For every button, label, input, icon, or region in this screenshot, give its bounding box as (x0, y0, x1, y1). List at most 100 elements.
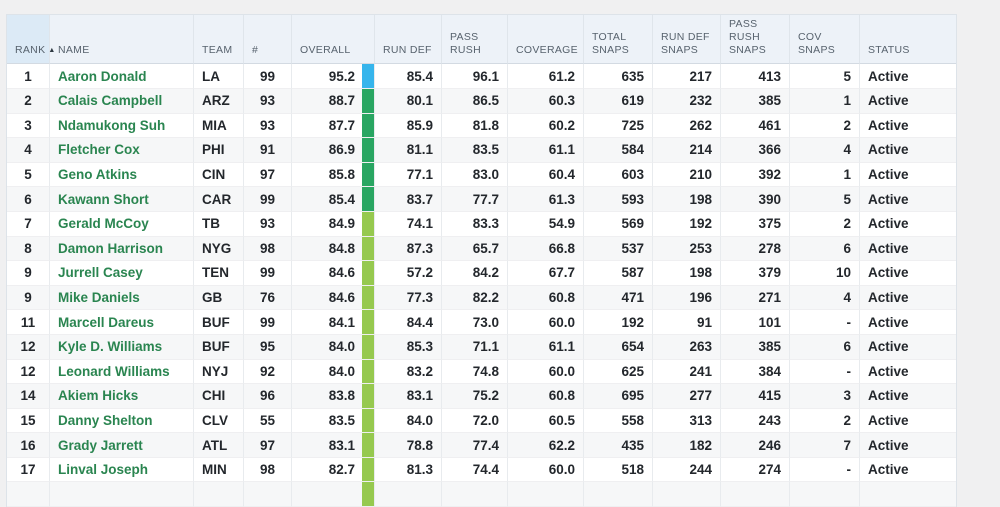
cell-name (49, 482, 193, 507)
column-header-overall[interactable]: OVERALL (291, 15, 374, 65)
cell-total_snaps: 471 (583, 285, 652, 311)
table-row: 4 Fletcher Cox PHI 91 86.9 81.1 83.5 61.1 584 214… (7, 138, 956, 163)
cell-overall: 88.7 (291, 88, 374, 114)
cell-status: Active (859, 408, 956, 434)
cell-cov_snaps: - (789, 359, 859, 385)
cell-pass_rush_snaps: 385 (720, 334, 789, 360)
cell-number: 55 (243, 408, 291, 434)
player-name-link[interactable]: Fletcher Cox (58, 142, 140, 158)
player-name-link[interactable]: Danny Shelton (58, 412, 153, 428)
player-name-link[interactable]: Gerald McCoy (58, 216, 149, 232)
cell-team: CAR (193, 187, 243, 212)
column-header-rank[interactable]: RANK ▲ (7, 15, 55, 65)
cell-total_snaps: 695 (583, 384, 652, 409)
table-row-partial (7, 482, 956, 507)
cell-rank: 6 (7, 187, 49, 212)
table-row: 9 Mike Daniels GB 76 84.6 77.3 82.2 60.8 471 196 2… (7, 285, 956, 311)
column-header-total_snaps[interactable]: TOTAL SNAPS (583, 15, 652, 65)
cell-name: Kawann Short (49, 187, 193, 212)
table-row: 7 Gerald McCoy TB 93 84.9 74.1 83.3 54.9 569 192 3… (7, 211, 956, 237)
cell-run_def: 81.3 (374, 457, 441, 483)
column-header-run_def[interactable]: RUN DEF (374, 15, 441, 65)
table-row: 12 Leonard Williams NYJ 92 84.0 83.2 74.8 60.0 6… (7, 359, 956, 385)
cell-status: Active (859, 138, 956, 163)
cell-rank: 9 (7, 285, 49, 311)
cell-name: Jurrell Casey (49, 261, 193, 286)
cell-pass_rush_snaps: 271 (720, 285, 789, 311)
cell-run_def_snaps: 198 (652, 187, 720, 212)
cell-team: MIA (193, 113, 243, 139)
table-row: 12 Kyle D. Williams BUF 95 84.0 85.3 71.1 61.1 6… (7, 334, 956, 360)
cell-number: 95 (243, 334, 291, 360)
player-name-link[interactable]: Jurrell Casey (58, 265, 143, 281)
column-header-pass_rush_snaps[interactable]: PASS RUSH SNAPS (720, 15, 789, 65)
player-name-link[interactable]: Grady Jarrett (58, 437, 143, 453)
cell-overall (291, 482, 374, 507)
cell-name: Leonard Williams (49, 359, 193, 385)
sort-ascending-icon: ▲ (48, 47, 56, 55)
cell-total_snaps: 654 (583, 334, 652, 360)
column-header-coverage[interactable]: COVERAGE (507, 15, 583, 65)
player-name-link[interactable]: Mike Daniels (58, 290, 140, 306)
overall-grade-bar (362, 285, 374, 310)
cell-rank: 3 (7, 113, 49, 139)
cell-name: Aaron Donald (49, 64, 193, 89)
cell-run_def_snaps: 198 (652, 261, 720, 286)
cell-run_def_snaps: 192 (652, 211, 720, 237)
cell-overall: 84.0 (291, 359, 374, 385)
cell-total_snaps: 625 (583, 359, 652, 385)
player-name-link[interactable]: Marcell Dareus (58, 314, 155, 330)
cell-pass_rush: 73.0 (441, 310, 507, 335)
cell-team: TEN (193, 261, 243, 286)
cell-team: BUF (193, 334, 243, 360)
player-name-link[interactable]: Damon Harrison (58, 240, 164, 256)
cell-total_snaps: 593 (583, 187, 652, 212)
column-header-number[interactable]: # (243, 15, 291, 65)
column-header-status[interactable]: STATUS (859, 15, 956, 65)
player-name-link[interactable]: Linval Joseph (58, 462, 149, 478)
player-name-link[interactable]: Leonard Williams (58, 363, 170, 379)
player-name-link[interactable]: Calais Campbell (58, 93, 163, 109)
column-header-pass_rush[interactable]: PASS RUSH (441, 15, 507, 65)
cell-pass_rush (441, 482, 507, 507)
cell-rank: 4 (7, 138, 49, 163)
cell-run_def: 85.9 (374, 113, 441, 139)
cell-cov_snaps: 7 (789, 433, 859, 458)
cell-name: Fletcher Cox (49, 138, 193, 163)
cell-run_def_snaps: 182 (652, 433, 720, 458)
column-header-name[interactable]: NAME (49, 15, 193, 65)
player-name-link[interactable]: Ndamukong Suh (58, 117, 166, 133)
cell-pass_rush_snaps: 375 (720, 211, 789, 237)
cell-pass_rush: 74.8 (441, 359, 507, 385)
column-header-cov_snaps[interactable]: COV SNAPS (789, 15, 859, 65)
cell-run_def_snaps: 313 (652, 408, 720, 434)
cell-name: Mike Daniels (49, 285, 193, 311)
player-name-link[interactable]: Kawann Short (58, 191, 149, 207)
column-header-team[interactable]: TEAM (193, 15, 243, 65)
cell-name: Marcell Dareus (49, 310, 193, 335)
player-name-link[interactable]: Akiem Hicks (58, 388, 139, 404)
cell-total_snaps: 518 (583, 457, 652, 483)
cell-pass_rush: 71.1 (441, 334, 507, 360)
cell-pass_rush: 82.2 (441, 285, 507, 311)
cell-pass_rush: 72.0 (441, 408, 507, 434)
player-name-link[interactable]: Geno Atkins (58, 167, 138, 183)
cell-overall: 82.7 (291, 457, 374, 483)
cell-status: Active (859, 236, 956, 262)
overall-grade-bar (362, 211, 374, 236)
cell-pass_rush_snaps: 274 (720, 457, 789, 483)
cell-rank: 1 (7, 64, 49, 89)
cell-coverage: 61.1 (507, 138, 583, 163)
cell-total_snaps: 603 (583, 162, 652, 188)
overall-grade-bar (362, 384, 374, 408)
column-header-run_def_snaps[interactable]: RUN DEF SNAPS (652, 15, 720, 65)
cell-pass_rush: 83.0 (441, 162, 507, 188)
player-name-link[interactable]: Kyle D. Williams (58, 339, 163, 355)
cell-overall: 95.2 (291, 64, 374, 89)
cell-number: 93 (243, 113, 291, 139)
cell-run_def_snaps: 91 (652, 310, 720, 335)
cell-coverage: 60.8 (507, 384, 583, 409)
cell-name: Grady Jarrett (49, 433, 193, 458)
player-name-link[interactable]: Aaron Donald (58, 68, 147, 84)
overall-grade-bar (362, 334, 374, 359)
